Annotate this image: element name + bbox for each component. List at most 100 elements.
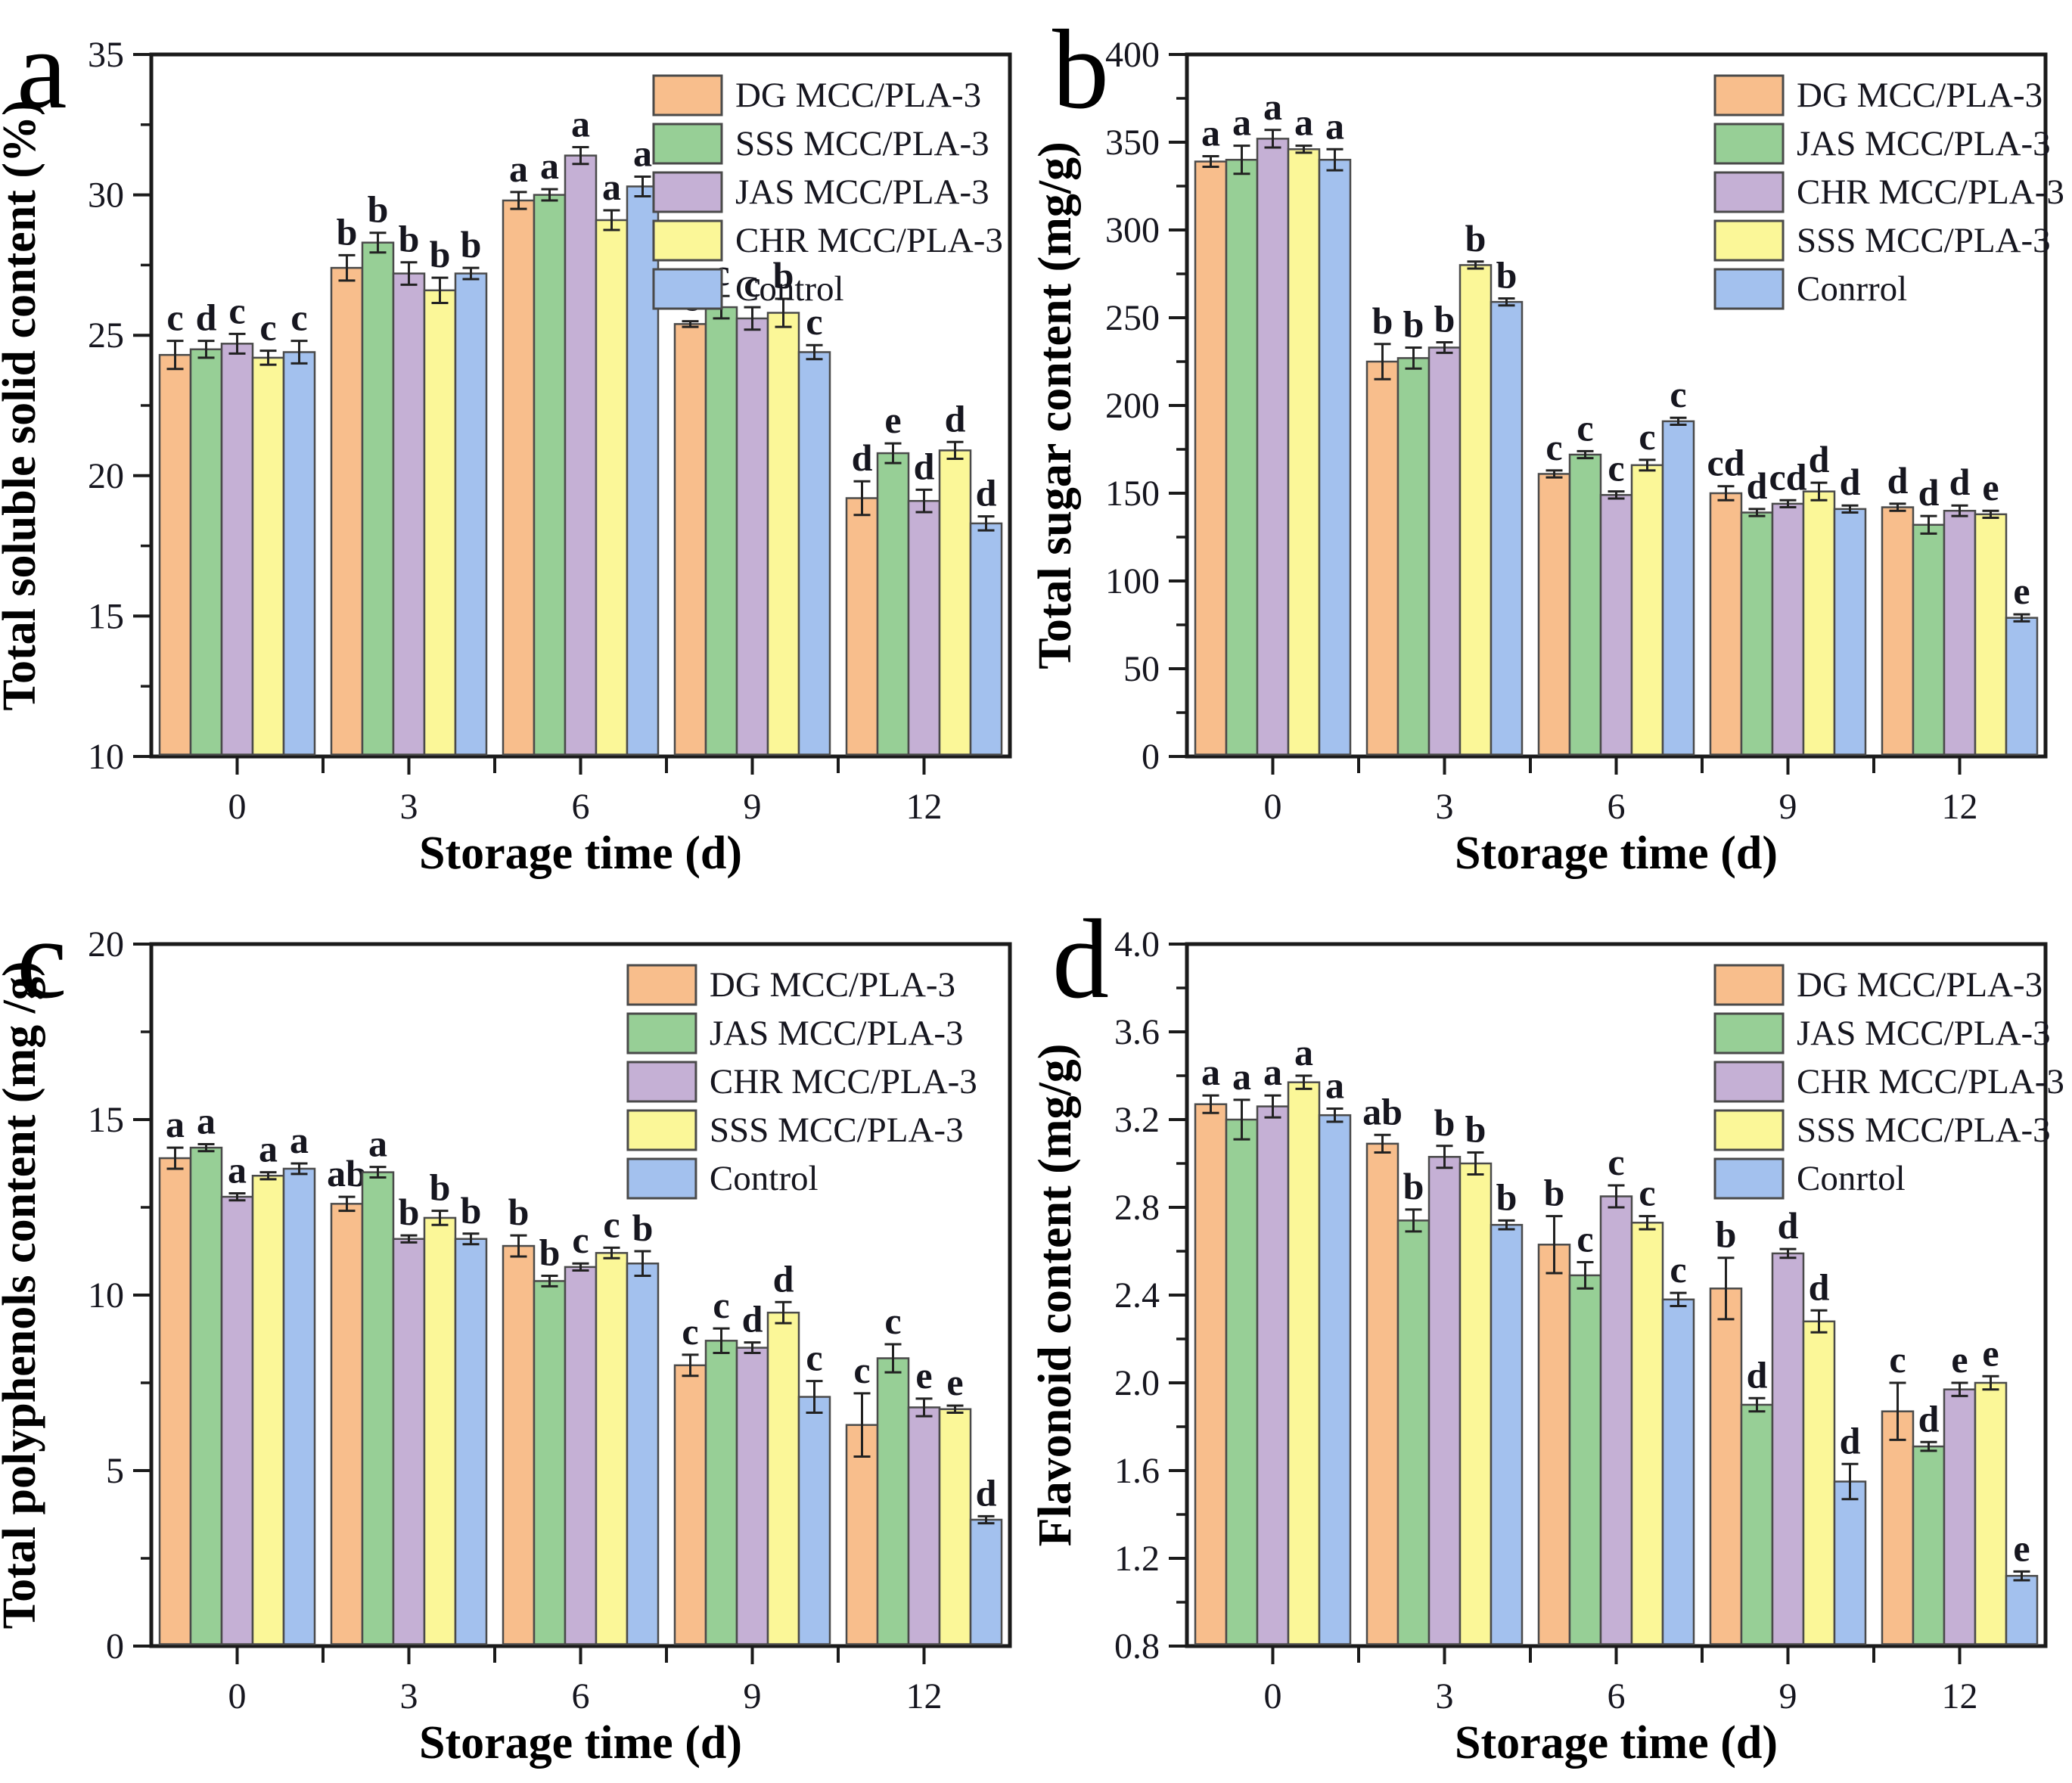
x-tick-label: 0 bbox=[228, 1676, 247, 1716]
significance-letter: b bbox=[461, 1189, 482, 1232]
y-tick-label: 0 bbox=[1142, 737, 1160, 777]
legend-label: CHR MCC/PLA-3 bbox=[1797, 172, 2064, 212]
bar bbox=[876, 1357, 910, 1645]
x-tick-label: 12 bbox=[906, 1676, 943, 1716]
bar bbox=[454, 272, 488, 756]
bar bbox=[704, 1340, 738, 1645]
significance-letter: b bbox=[1496, 1176, 1517, 1218]
y-tick-label: 250 bbox=[1105, 298, 1160, 338]
significance-letter: d bbox=[1949, 461, 1971, 503]
significance-letter: a bbox=[197, 1099, 216, 1142]
significance-letter: c bbox=[682, 1310, 698, 1353]
significance-letter: a bbox=[540, 144, 559, 187]
bar bbox=[564, 1266, 598, 1645]
significance-letter: a bbox=[1325, 1064, 1344, 1107]
bar bbox=[626, 1262, 660, 1645]
significance-letter: c bbox=[1670, 1248, 1686, 1291]
legend-label: DG MCC/PLA-3 bbox=[1797, 76, 2042, 115]
legend-swatch bbox=[652, 123, 723, 165]
legend-swatch bbox=[1713, 268, 1785, 310]
significance-letter: c bbox=[1889, 1338, 1906, 1381]
bar bbox=[330, 1203, 364, 1645]
legend-label: Control bbox=[735, 269, 844, 309]
legend-label: DG MCC/PLA-3 bbox=[735, 76, 981, 115]
bar bbox=[969, 522, 1003, 756]
bar bbox=[876, 452, 910, 756]
legend-label: SSS MCC/PLA-3 bbox=[1797, 1110, 2051, 1150]
legend-label: JAS MCC/PLA-3 bbox=[735, 172, 989, 212]
bar bbox=[1661, 1298, 1695, 1645]
significance-letter: b bbox=[1403, 303, 1424, 345]
y-tick-label: 15 bbox=[88, 596, 124, 636]
significance-letter: a bbox=[1294, 101, 1313, 144]
x-axis-title: Storage time (d) bbox=[419, 828, 742, 879]
legend-swatch bbox=[652, 268, 723, 310]
y-tick-label: 200 bbox=[1105, 386, 1160, 426]
bar bbox=[282, 1167, 316, 1645]
panel-c: c 0 5 10 15 20 0 3 6 9 12 a ab b c c a a b c c a b c d e a b c d e a b b c… bbox=[0, 890, 1036, 1779]
legend-label: Conrtol bbox=[1797, 1159, 1906, 1198]
significance-letter: d bbox=[914, 445, 935, 487]
significance-letter: e bbox=[2013, 1527, 2030, 1569]
bar bbox=[189, 1146, 223, 1645]
bar bbox=[251, 356, 285, 756]
panel-a: a101520253035036912cbacddbacecbacdcbabdc… bbox=[0, 0, 1036, 890]
significance-letter: c bbox=[1545, 426, 1562, 468]
x-tick-label: 0 bbox=[1264, 1676, 1282, 1716]
x-tick-label: 3 bbox=[400, 1676, 418, 1716]
significance-letter: b bbox=[1496, 253, 1517, 296]
bar bbox=[1537, 473, 1571, 756]
bar bbox=[1709, 492, 1743, 756]
significance-letter: e bbox=[1951, 1338, 1968, 1381]
significance-letter: c bbox=[572, 1219, 589, 1261]
bar bbox=[1912, 1445, 1946, 1645]
significance-letter: c bbox=[806, 300, 822, 343]
significance-letter: d bbox=[1747, 464, 1768, 507]
bar bbox=[1458, 264, 1493, 756]
legend-label: JAS MCC/PLA-3 bbox=[710, 1014, 964, 1053]
legend-swatch bbox=[1713, 123, 1785, 165]
x-tick-label: 12 bbox=[906, 787, 943, 827]
bar bbox=[1943, 1388, 1977, 1645]
significance-letter: a bbox=[1232, 101, 1251, 144]
bar bbox=[673, 1364, 707, 1645]
bar bbox=[1881, 1410, 1915, 1645]
legend-swatch bbox=[626, 964, 697, 1006]
significance-letter: c bbox=[259, 306, 276, 349]
significance-letter: e bbox=[2013, 570, 2030, 612]
legend-swatch bbox=[1713, 171, 1785, 213]
bar bbox=[1396, 1219, 1431, 1645]
y-tick-label: 300 bbox=[1105, 210, 1160, 250]
legend-swatch bbox=[626, 1012, 697, 1055]
significance-letter: b bbox=[773, 254, 794, 297]
bar bbox=[673, 323, 707, 756]
bar bbox=[1225, 158, 1259, 756]
bar bbox=[1427, 1156, 1462, 1645]
significance-letter: a bbox=[602, 166, 621, 208]
x-tick-label: 6 bbox=[1608, 1676, 1626, 1716]
legend-label: DG MCC/PLA-3 bbox=[710, 965, 955, 1005]
significance-letter: a bbox=[509, 148, 528, 190]
legend-label: JAS MCC/PLA-3 bbox=[1797, 124, 2051, 163]
bar bbox=[220, 343, 254, 756]
significance-letter: c bbox=[1608, 447, 1624, 489]
significance-letter: a bbox=[228, 1148, 247, 1191]
bar bbox=[282, 351, 316, 756]
y-tick-label: 20 bbox=[88, 456, 124, 496]
bar bbox=[1365, 1142, 1399, 1645]
panel-letter-label: c bbox=[17, 896, 67, 1022]
significance-letter: b bbox=[1544, 1172, 1565, 1214]
bar bbox=[1771, 1252, 1805, 1645]
legend-label: SSS MCC/PLA-3 bbox=[1797, 221, 2051, 260]
y-tick-label: 100 bbox=[1105, 561, 1160, 601]
x-axis-title: Storage time (d) bbox=[1455, 1717, 1778, 1769]
significance-letter: c bbox=[1608, 1141, 1624, 1183]
y-tick-label: 0.8 bbox=[1114, 1626, 1160, 1667]
bar bbox=[533, 1280, 567, 1645]
significance-letter: b bbox=[1465, 1108, 1486, 1151]
significance-letter: c bbox=[884, 1300, 901, 1342]
bar bbox=[251, 1174, 285, 1645]
x-tick-label: 3 bbox=[400, 787, 418, 827]
significance-letter: b bbox=[399, 1191, 420, 1233]
